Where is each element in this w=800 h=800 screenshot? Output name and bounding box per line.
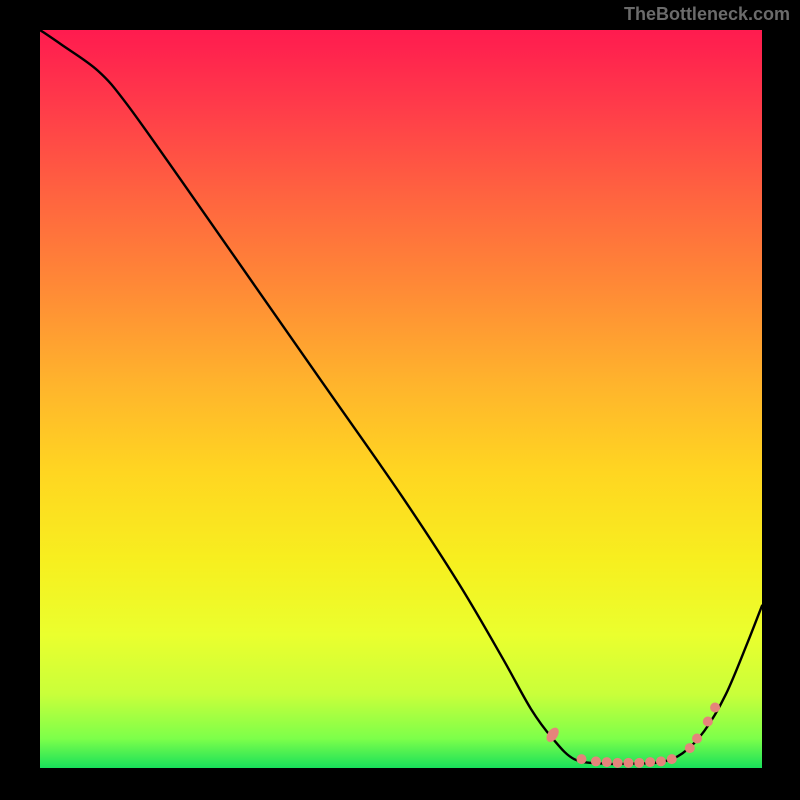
plot-area <box>40 30 762 768</box>
curve-marker <box>602 757 612 767</box>
watermark-text: TheBottleneck.com <box>624 4 790 25</box>
chart-svg <box>40 30 762 768</box>
curve-marker <box>634 758 644 768</box>
curve-marker <box>577 754 587 764</box>
curve-marker <box>623 758 633 768</box>
curve-marker <box>591 756 601 766</box>
curve-marker <box>692 733 702 743</box>
chart-background <box>40 30 762 768</box>
curve-marker <box>667 754 677 764</box>
curve-marker <box>656 756 666 766</box>
curve-marker <box>613 758 623 768</box>
curve-marker <box>710 702 720 712</box>
curve-marker <box>645 757 655 767</box>
curve-marker <box>685 743 695 753</box>
curve-marker <box>703 717 713 727</box>
chart-container: TheBottleneck.com <box>0 0 800 800</box>
